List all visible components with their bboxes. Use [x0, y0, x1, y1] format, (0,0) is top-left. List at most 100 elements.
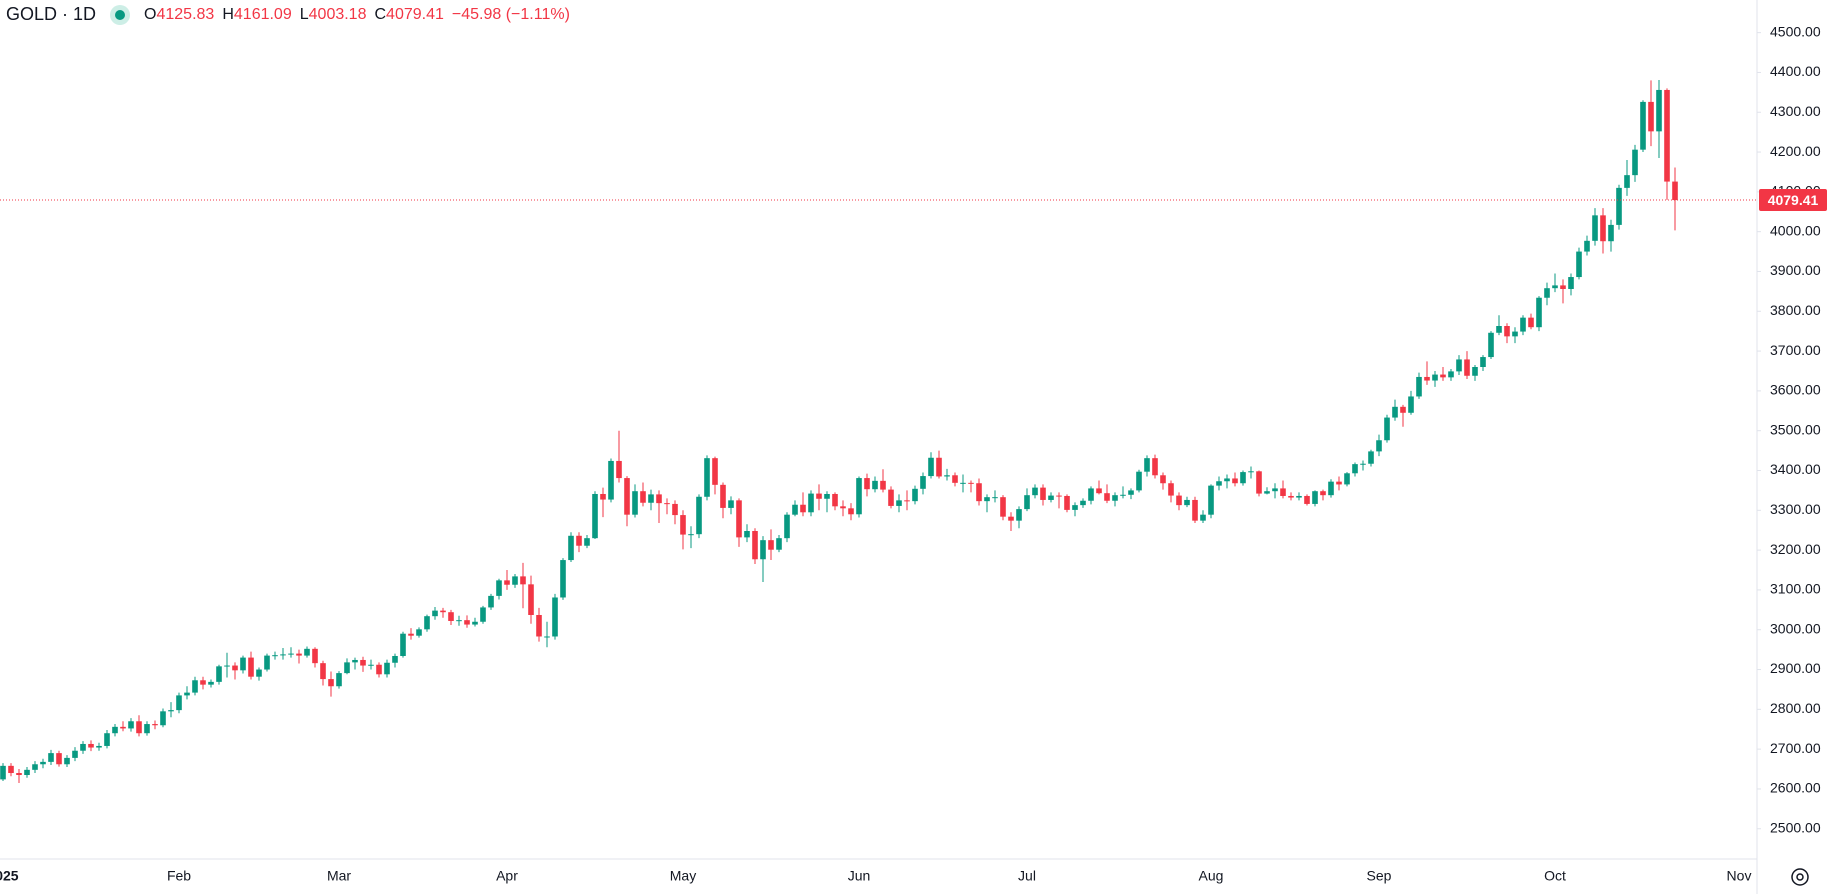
candle-body [400, 633, 406, 656]
candle-body [1176, 495, 1182, 506]
y-tick-label: 4500.00 [1770, 23, 1821, 39]
y-tick-label: 4200.00 [1770, 143, 1821, 159]
candle-body [1440, 374, 1446, 378]
candle-body [640, 491, 646, 503]
candle-body [1048, 495, 1054, 500]
candle-body [1064, 495, 1070, 510]
candle-body [104, 733, 110, 746]
candle-body [888, 489, 894, 506]
candle-body [1104, 493, 1110, 501]
candle-body [536, 614, 542, 637]
candle-body [544, 636, 550, 638]
candle-body [968, 482, 974, 484]
y-tick-label: 3100.00 [1770, 581, 1821, 597]
candle-body [280, 654, 286, 656]
candle-body [800, 504, 806, 513]
candle-body [736, 500, 742, 538]
candle-body [48, 753, 54, 762]
candle-body [288, 653, 294, 655]
candle-body [1536, 297, 1542, 328]
candle-body [1112, 495, 1118, 501]
candle-body [432, 610, 438, 617]
x-tick-label: Jul [1018, 868, 1036, 884]
candle-body [1128, 490, 1134, 495]
candle-body [1336, 481, 1342, 485]
status-dot[interactable] [110, 4, 131, 25]
candle-body [1648, 101, 1654, 132]
y-tick-label: 3700.00 [1770, 342, 1821, 358]
candle-body [1616, 187, 1622, 225]
candle-body [1512, 331, 1518, 337]
candle-body [904, 500, 910, 502]
candle-body [1008, 516, 1014, 521]
candle-body [608, 460, 614, 500]
candle-body [152, 724, 158, 726]
candle-body [264, 655, 270, 670]
candle-body [64, 757, 70, 765]
candle-body [872, 480, 878, 490]
candle-body [96, 745, 102, 748]
y-tick-label: 4400.00 [1770, 63, 1821, 79]
candle-body [328, 679, 334, 687]
candle-body [1608, 224, 1614, 242]
y-tick-label: 2700.00 [1770, 740, 1821, 756]
candle-body [520, 576, 526, 585]
candle-body [1144, 458, 1150, 472]
candle-body [1528, 317, 1534, 328]
candle-body [1480, 357, 1486, 368]
candle-body [1160, 475, 1166, 484]
open-label: O [144, 5, 157, 23]
candle-body [488, 595, 494, 608]
candle-body [168, 710, 174, 712]
candle-body [384, 662, 390, 675]
candle-body [24, 769, 30, 776]
candle-body [632, 491, 638, 515]
y-tick-label: 3000.00 [1770, 620, 1821, 636]
candle-body [944, 475, 950, 477]
candle-body [1288, 495, 1294, 498]
settings-icon[interactable] [1791, 868, 1809, 886]
candle-body [680, 515, 686, 535]
y-tick-label: 2900.00 [1770, 660, 1821, 676]
candle-body [240, 657, 246, 671]
candle-body [856, 478, 862, 515]
candle-body [392, 655, 398, 663]
candle-body [808, 493, 814, 513]
candle-body [1024, 495, 1030, 510]
candle-body [840, 506, 846, 509]
candle-body [952, 475, 958, 483]
candle-body [376, 664, 382, 675]
last-price-box [1759, 189, 1827, 212]
candle-body [448, 612, 454, 621]
candle-body [1264, 491, 1270, 494]
candle-body [1496, 326, 1502, 333]
low-label: L [299, 5, 309, 23]
candle-body [848, 508, 854, 515]
candle-body [1576, 251, 1582, 278]
candle-body [1416, 376, 1422, 397]
status-dot-inner [115, 9, 126, 20]
candle-body [584, 538, 590, 546]
settings-ring[interactable] [1791, 868, 1809, 886]
candle-body [344, 662, 350, 674]
candle-body [232, 665, 238, 671]
candle-body [304, 648, 310, 656]
candle-body [128, 721, 134, 729]
x-tick-label: Jun [848, 868, 871, 884]
candle-body [976, 483, 982, 502]
candle-body [1312, 491, 1318, 504]
candle-body [1384, 417, 1390, 441]
candle-body [1320, 491, 1326, 496]
candle-body [880, 480, 886, 490]
candle-body [1624, 175, 1630, 188]
candle-body [992, 497, 998, 499]
x-tick-label: May [670, 868, 696, 884]
candle-body [936, 457, 942, 477]
candle-body [912, 488, 918, 502]
candle-body [424, 616, 430, 630]
candle-body [1136, 471, 1142, 491]
close-label: C [374, 5, 387, 23]
settings-core[interactable] [1796, 873, 1804, 881]
candle-body [1344, 473, 1350, 485]
